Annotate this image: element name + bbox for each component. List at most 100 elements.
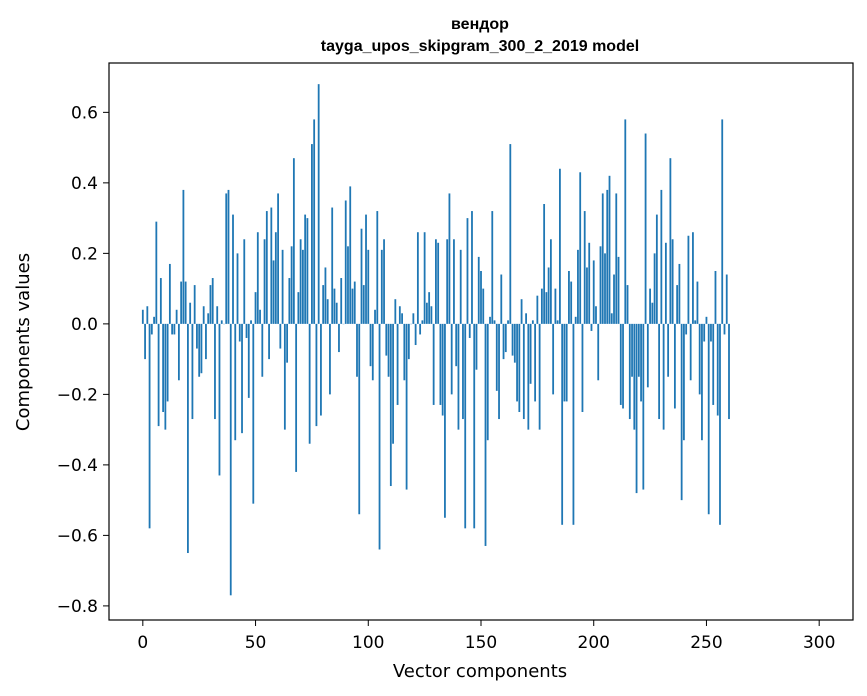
- bar-61: [279, 323, 282, 349]
- bar-110: [389, 323, 392, 487]
- bar-109: [387, 323, 390, 377]
- bar-246: [696, 281, 699, 324]
- bar-32: [214, 323, 216, 420]
- bar-62: [281, 249, 284, 324]
- bar-157: [495, 323, 498, 391]
- bar-260: [728, 323, 730, 420]
- bar-224: [646, 323, 649, 388]
- bar-150: [480, 270, 482, 324]
- bar-223: [644, 133, 647, 324]
- bar-82: [326, 299, 329, 324]
- bar-177: [540, 288, 543, 324]
- bar-49: [252, 323, 255, 504]
- bar-140: [457, 323, 460, 430]
- bar-231: [662, 323, 665, 430]
- bar-10: [164, 323, 167, 430]
- x-tick-label: 150: [465, 633, 497, 653]
- bar-123: [419, 323, 422, 335]
- bar-121: [414, 323, 417, 346]
- bar-83: [329, 323, 331, 395]
- bar-59: [274, 232, 277, 324]
- bar-27: [202, 306, 205, 324]
- bar-254: [714, 270, 717, 324]
- bar-183: [554, 288, 557, 324]
- bar-86: [335, 302, 338, 324]
- bar-164: [511, 323, 514, 356]
- bar-149: [477, 256, 480, 324]
- bar-259: [725, 274, 728, 324]
- bar-90: [344, 200, 347, 324]
- bar-204: [601, 193, 604, 324]
- bar-213: [622, 323, 624, 409]
- bar-220: [637, 323, 640, 377]
- bar-171: [527, 323, 530, 430]
- bar-6: [155, 221, 158, 324]
- bar-120: [412, 313, 415, 324]
- bar-230: [660, 189, 663, 324]
- y-axis: −0.8 −0.6 −0.4 −0.2 0.0 0.2 0.4 0.6: [57, 103, 109, 617]
- bar-128: [430, 306, 433, 324]
- bar-106: [380, 249, 383, 324]
- bar-241: [685, 323, 688, 335]
- x-axis: 0 50 100 150 200 250 300: [137, 620, 835, 653]
- bar-155: [491, 211, 494, 324]
- bar-168: [520, 299, 523, 324]
- bar-96: [358, 323, 361, 515]
- bar-4: [150, 323, 153, 335]
- bar-166: [516, 323, 518, 402]
- bar-8: [159, 278, 162, 324]
- bar-16: [177, 323, 180, 381]
- bar-194: [579, 172, 582, 324]
- bar-228: [655, 214, 658, 324]
- bar-24: [196, 323, 198, 349]
- bar-234: [669, 158, 672, 324]
- x-tick-label: 50: [245, 633, 267, 653]
- bar-42: [236, 253, 239, 324]
- bar-79: [320, 323, 322, 416]
- bar-181: [549, 239, 552, 324]
- bar-191: [572, 323, 575, 525]
- bar-9: [162, 323, 165, 412]
- bar-196: [583, 211, 586, 324]
- bar-92: [349, 186, 352, 324]
- bar-148: [475, 323, 478, 370]
- bar-235: [671, 239, 674, 324]
- bar-39: [229, 323, 232, 596]
- bar-249: [703, 323, 706, 342]
- y-tick-label: −0.2: [57, 385, 98, 405]
- bar-50: [254, 292, 257, 324]
- x-tick-label: 250: [690, 633, 722, 653]
- bar-207: [608, 175, 611, 324]
- bar-137: [450, 323, 453, 395]
- bar-159: [500, 274, 503, 324]
- bar-131: [437, 242, 440, 324]
- bar-98: [362, 285, 365, 324]
- x-tick-label: 0: [137, 633, 148, 653]
- bar-76: [313, 119, 316, 324]
- bar-111: [392, 323, 394, 444]
- y-tick-label: 0.0: [71, 315, 98, 335]
- bar-189: [568, 270, 570, 324]
- bar-199: [590, 323, 593, 331]
- bar-0: [141, 309, 144, 324]
- bar-252: [710, 323, 712, 342]
- bar-161: [504, 323, 507, 353]
- bar-229: [658, 323, 661, 420]
- bar-248: [701, 323, 703, 441]
- bar-108: [385, 323, 388, 356]
- y-tick-label: −0.4: [57, 456, 98, 476]
- bar-75: [311, 144, 313, 324]
- bar-60: [277, 193, 279, 324]
- bar-103: [374, 309, 376, 324]
- bar-142: [462, 323, 464, 420]
- bar-91: [347, 246, 349, 324]
- bar-243: [689, 323, 692, 381]
- bar-169: [522, 323, 525, 420]
- bar-132: [439, 323, 442, 405]
- bar-18: [182, 189, 185, 324]
- bar-127: [428, 292, 431, 324]
- bar-154: [489, 316, 491, 324]
- bar-70: [299, 239, 302, 324]
- bar-45: [243, 239, 246, 324]
